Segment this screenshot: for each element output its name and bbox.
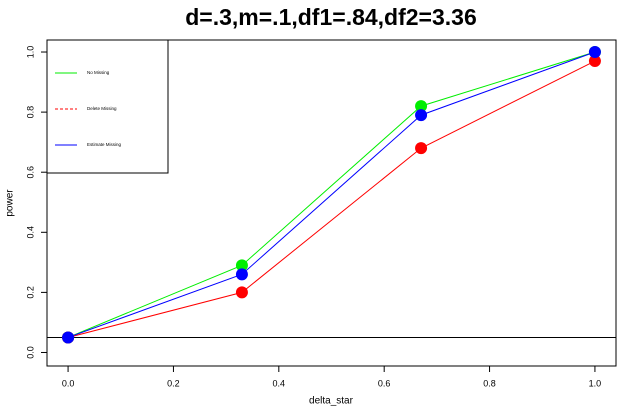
legend-text: No Missing [87,70,110,75]
plot-frame [46,39,617,367]
chart-title: d=.3,m=.1,df1=.84,df2=3.36 [185,4,477,30]
data-point [588,46,601,59]
x-axis-label: delta_star [309,396,354,407]
y-tick-label: 1.0 [25,46,35,59]
legend-text: Delete Missing [87,106,117,111]
series-line [67,51,596,338]
y-tick-label: 0.8 [25,106,35,119]
x-tick-label: 0.8 [483,378,496,388]
y-tick-label: 0.2 [25,286,35,299]
data-point [235,259,248,272]
data-point [62,331,75,344]
data-point [415,142,428,155]
y-tick-label: 0.4 [25,226,35,239]
legend-box [46,39,169,174]
data-point [415,100,428,113]
x-tick-label: 0.2 [167,378,180,388]
y-axis-label: power [5,189,16,217]
data-point [415,109,428,122]
series-line [67,51,596,338]
legend-text: Estimate Missing [87,142,122,147]
data-point [235,286,248,299]
data-point [588,55,601,68]
series-line [67,60,596,338]
x-tick-label: 0.4 [273,378,286,388]
y-tick-label: 0.0 [25,346,35,359]
y-tick-label: 0.6 [25,166,35,179]
x-tick-label: 0.6 [378,378,391,388]
x-tick-label: 0.0 [62,378,75,388]
data-point [235,268,248,281]
x-tick-label: 1.0 [589,378,602,388]
